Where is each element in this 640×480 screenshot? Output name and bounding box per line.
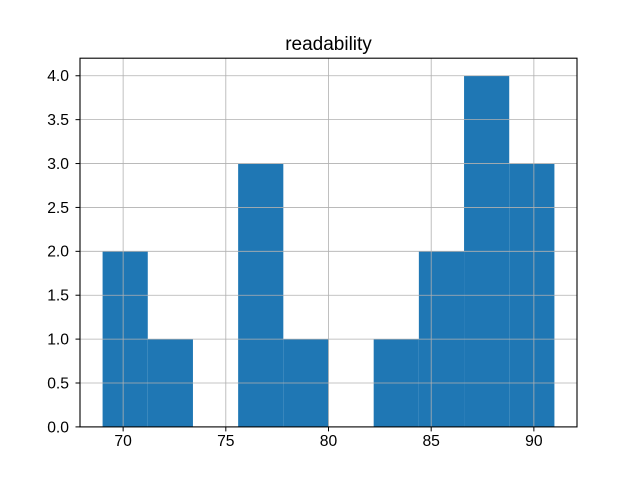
- svg-text:0.0: 0.0: [47, 419, 69, 436]
- svg-text:2.5: 2.5: [47, 200, 69, 217]
- svg-text:75: 75: [217, 433, 235, 450]
- svg-text:90: 90: [525, 433, 543, 450]
- svg-text:1.0: 1.0: [47, 332, 69, 349]
- svg-text:0.5: 0.5: [47, 375, 69, 392]
- svg-text:readability: readability: [285, 34, 372, 55]
- svg-text:4.0: 4.0: [47, 68, 69, 85]
- svg-text:3.5: 3.5: [47, 112, 69, 129]
- svg-text:3.0: 3.0: [47, 156, 69, 173]
- svg-text:70: 70: [114, 433, 132, 450]
- svg-text:2.0: 2.0: [47, 244, 69, 261]
- svg-text:80: 80: [320, 433, 338, 450]
- svg-text:1.5: 1.5: [47, 288, 69, 305]
- svg-text:85: 85: [422, 433, 440, 450]
